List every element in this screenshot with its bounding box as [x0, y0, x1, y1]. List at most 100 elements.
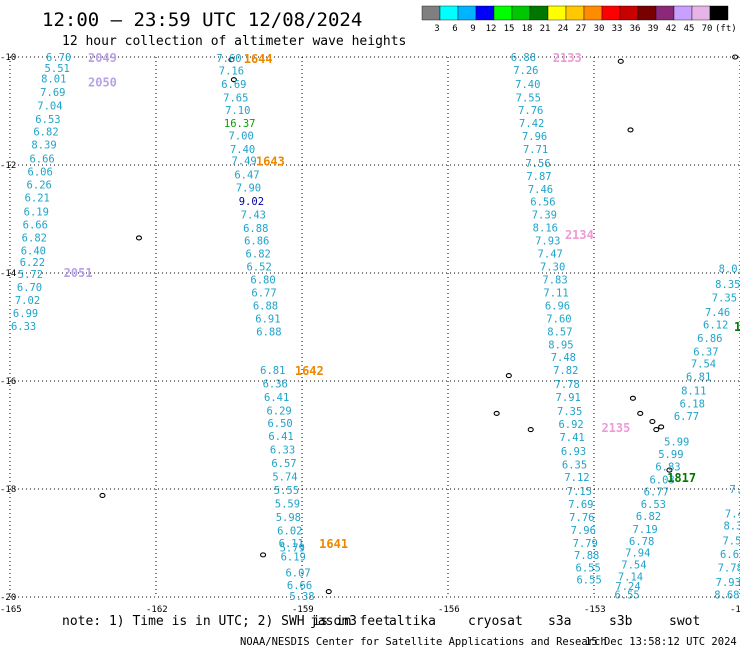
wave-height-label: 6.52: [247, 262, 272, 274]
color-legend: 3 6 9 12 15 18 21 24 27 30 33 36 39 42 45 70 (ft): [421, 5, 737, 34]
legend-swatch: [619, 5, 639, 21]
wave-height-label: 6.03: [649, 474, 674, 486]
chart-title: 12:00 – 23:59 UTC 12/08/2024: [42, 9, 362, 31]
footer-timestamp: 15 Dec 13:58:12 UTC 2024: [585, 636, 737, 648]
legend-label: 6: [452, 24, 457, 34]
wave-height-label: 8.01: [719, 264, 740, 276]
wave-height-label: 9.02: [239, 196, 264, 208]
legend-swatch: [709, 5, 729, 21]
legend-label: 33: [612, 24, 623, 34]
wave-height-label: 8.11: [681, 386, 706, 398]
legend-label: 18: [522, 24, 533, 34]
wave-height-label: 7.69: [40, 87, 65, 99]
wave-height-points: 6.705.518.017.697.046.536.828.396.666.06…: [11, 52, 740, 603]
pass-number-label: 2135: [601, 421, 630, 435]
legend-label: 42: [666, 24, 677, 34]
legend-swatch: [637, 5, 657, 21]
legend-label: 27: [576, 24, 587, 34]
legend-label: 70: [702, 24, 713, 34]
wave-height-label: 7.69: [568, 499, 593, 511]
wave-height-label: 7.30: [540, 262, 565, 274]
satellite-legend-label: s3b: [609, 614, 633, 629]
wave-height-label: 7.19: [632, 524, 657, 536]
wave-height-label: 7.54: [621, 560, 646, 572]
legend-label: 30: [594, 24, 605, 34]
wave-height-label: 6.66: [29, 154, 54, 166]
wave-height-label: 7.82: [553, 365, 578, 377]
wave-height-label: 7.93: [716, 577, 740, 589]
legend-swatch: [511, 5, 531, 21]
wave-height-label: 7.04: [37, 101, 62, 113]
wave-height-label: 7.78: [718, 562, 740, 574]
pass-number-label: 1641: [319, 537, 348, 551]
legend-label: 21: [540, 24, 551, 34]
wave-height-label: 5.98: [276, 512, 301, 524]
pass-number-label: 1817: [667, 471, 696, 485]
wave-height-label: 5.38: [289, 591, 314, 603]
wave-height-label: 7.2: [730, 484, 740, 496]
wave-height-label: 6.57: [271, 458, 296, 470]
wave-height-label: 6.88: [511, 52, 536, 64]
pass-labels: 2049 2050 2051 1644 1643 1642 1641 2133 2134 2135…: [64, 51, 740, 551]
wave-height-label: 6.86: [244, 236, 269, 248]
wave-height-label: 6.91: [255, 313, 280, 325]
wave-height-label: 6.41: [268, 431, 293, 443]
island-outline: [493, 410, 500, 416]
wave-height-label: 7.40: [725, 508, 740, 520]
wave-height-label: 7.15: [567, 486, 592, 498]
y-tick-label: -12: [0, 161, 16, 171]
y-tick-label: -14: [0, 269, 16, 279]
wave-height-label: 7.43: [241, 210, 266, 222]
legend-swatch: [547, 5, 567, 21]
wave-height-label: 6.82: [22, 232, 47, 244]
wave-height-label: 6.18: [680, 399, 705, 411]
wave-height-label: 6.69: [221, 79, 246, 91]
wave-height-label: 6.33: [11, 321, 36, 333]
satellite-legend: jason3 altika cryosat s3a s3b swot: [310, 614, 700, 629]
wave-height-label: 7.60: [216, 53, 241, 65]
wave-height-label: 7.65: [223, 93, 248, 105]
wave-height-label: 7.76: [569, 512, 594, 524]
island-outline: [732, 54, 739, 60]
wave-height-label: 7.87: [526, 171, 551, 183]
legend-swatch: [421, 5, 441, 21]
wave-height-label: 8.95: [548, 339, 573, 351]
wave-height-label: 6.93: [561, 446, 586, 458]
wave-height-label: 7.10: [225, 105, 250, 117]
legend-swatch: [529, 5, 549, 21]
island-outline: [666, 467, 673, 473]
wave-height-label: 7.12: [564, 472, 589, 484]
island-outline: [230, 77, 237, 83]
island-outline: [617, 58, 624, 64]
pass-number-label: 2049: [88, 51, 117, 65]
wave-height-label: 7.94: [625, 548, 650, 560]
wave-height-label: 7.14: [618, 571, 643, 583]
satellite-legend-label: jason3: [310, 614, 357, 629]
x-tick-label: -162: [146, 605, 168, 615]
legend-swatch: [601, 5, 621, 21]
chart-subtitle: 12 hour collection of altimeter wave hei…: [62, 34, 406, 49]
wave-height-label: 7.11: [543, 287, 568, 299]
wave-height-label: 6.07: [285, 568, 310, 580]
wave-height-label: 6.81: [686, 372, 711, 384]
wave-height-label: 6.63: [720, 549, 740, 561]
wave-height-label: 6.77: [251, 287, 276, 299]
wave-height-label: 8.34: [723, 521, 740, 533]
wave-height-label: 6.82: [33, 127, 58, 139]
pass-number-label: 1643: [256, 155, 285, 169]
pass-number-label: 2051: [64, 266, 93, 280]
wave-height-label: 7.02: [15, 295, 40, 307]
footer-credit: NOAA/NESDIS Center for Satellite Applica…: [240, 636, 607, 648]
legend-swatch: [565, 5, 585, 21]
wave-height-label: 5.79: [280, 542, 305, 554]
wave-height-label: 6.66: [23, 219, 48, 231]
wave-height-label: 6.88: [256, 326, 281, 338]
wave-height-label: 6.70: [17, 282, 42, 294]
island-outline: [260, 552, 267, 558]
wave-height-label: 6.41: [264, 392, 289, 404]
wave-height-label: 6.55: [614, 589, 639, 601]
wave-height-label: 5.99: [658, 449, 683, 461]
x-tick-label: -153: [584, 605, 606, 615]
wave-height-label: 7.39: [532, 210, 557, 222]
wave-height-label: 6.29: [266, 406, 291, 418]
